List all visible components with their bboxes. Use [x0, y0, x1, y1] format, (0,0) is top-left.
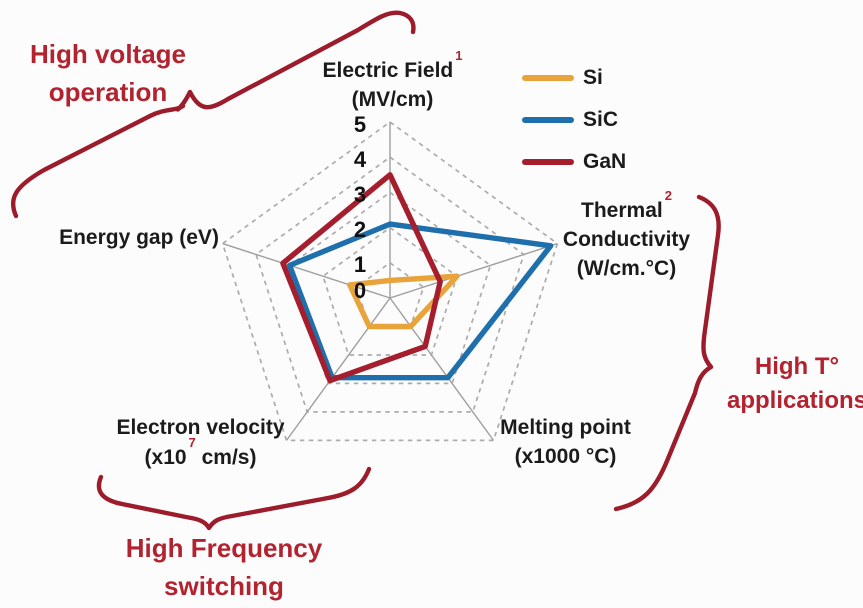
- axis-line-3: [285, 297, 391, 441]
- footnote-2: 2: [664, 188, 672, 203]
- radar-series: [280, 172, 554, 384]
- grid-ring-3: [288, 191, 492, 385]
- series-polygon-gan: [280, 172, 443, 384]
- axis-unit: (MV/cm): [351, 87, 434, 111]
- sic-color-swatch-icon: [522, 117, 574, 123]
- axis-title: Electric Field: [322, 59, 454, 82]
- axis-label-thermal-conductivity: Thermal2 Conductivity (W/cm.°C): [534, 188, 719, 284]
- gan-color-swatch-icon: [522, 159, 574, 165]
- legend-item-si: Si: [522, 66, 626, 90]
- footnote-1: 1: [455, 48, 463, 63]
- axis-label-electric-field: Electric Field1 (MV/cm): [300, 48, 485, 115]
- axis-unit: (W/cm.°C): [576, 256, 677, 280]
- exponent-7: 7: [188, 434, 196, 450]
- legend-item-gan: GaN: [522, 150, 626, 174]
- axis-unit: (x1000 °C): [514, 444, 617, 468]
- tick-label-5: 5: [353, 111, 367, 137]
- si-color-swatch-icon: [522, 75, 574, 81]
- annotation-high-voltage: High voltage operation: [29, 39, 186, 107]
- axis-label-electron-velocity: Electron velocity (x107 cm/s): [108, 414, 293, 473]
- axis-label-energy-gap: Energy gap (eV): [49, 224, 229, 253]
- grid-ring-2: [322, 226, 458, 356]
- tick-label-4: 4: [353, 146, 367, 172]
- annotation-high-freq: High Frequency switching: [125, 533, 323, 601]
- legend-label: SiC: [583, 108, 619, 131]
- axis-line-2: [389, 297, 495, 441]
- brace-high-temp-icon: [613, 194, 721, 512]
- axis-line-4: [222, 242, 391, 299]
- axis-title-line2: Conductivity: [562, 227, 691, 251]
- tick-label-0: 0: [353, 278, 367, 303]
- tick-label-3: 3: [353, 181, 367, 207]
- tick-label-2: 2: [353, 217, 367, 243]
- axis-unit-suffix: cm/s): [195, 445, 257, 469]
- axis-unit-prefix: (x10: [144, 445, 187, 469]
- legend: Si SiC GaN: [522, 66, 626, 192]
- brace-high-voltage-icon: [10, 10, 416, 219]
- legend-label: Si: [583, 66, 603, 89]
- legend-label: GaN: [583, 150, 627, 173]
- axis-title: Thermal: [581, 199, 663, 222]
- axis-title: Energy gap (eV): [59, 226, 219, 249]
- annotation-high-temp: High T° applications: [726, 353, 863, 414]
- grid-ring-5: [221, 120, 559, 442]
- legend-item-sic: SiC: [522, 108, 626, 132]
- axis-label-melting-point: Melting point (x1000 °C): [478, 414, 653, 472]
- series-polygon-si: [347, 273, 460, 330]
- axis-title: Electron velocity: [116, 416, 285, 439]
- series-polygon-sic: [286, 221, 554, 381]
- axis-line-1: [389, 242, 558, 299]
- brace-high-freq-icon: [96, 466, 372, 531]
- tick-label-1: 1: [353, 252, 367, 278]
- axis-title: Melting point: [500, 416, 631, 439]
